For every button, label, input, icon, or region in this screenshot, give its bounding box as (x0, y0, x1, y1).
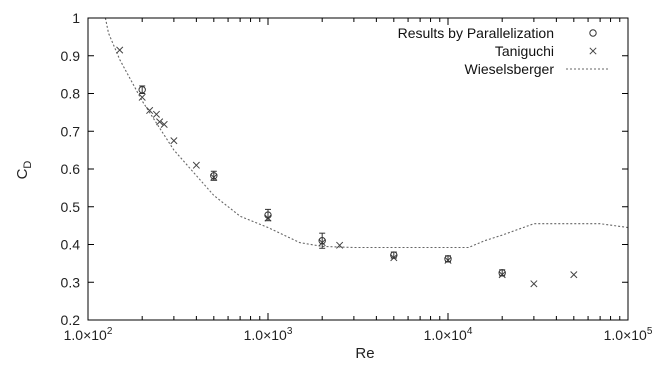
series-taniguchi-point (570, 271, 578, 279)
x-tick-mantissa: 1.0×10 (64, 327, 107, 343)
y-axis-title-main: C (14, 168, 31, 179)
series-parallelization-point (444, 255, 452, 263)
x-tick-mantissa: 1.0×10 (604, 327, 647, 343)
y-axis-title: CD (14, 161, 34, 180)
series-taniguchi-point (160, 120, 168, 129)
series-taniguchi-point (152, 110, 160, 118)
x-tick-exponent: 3 (287, 326, 293, 337)
series-taniguchi-point (192, 161, 200, 169)
plot-marks (104, 18, 628, 288)
legend-sample-taniguchi (589, 47, 597, 55)
x-tick-mantissa: 1.0×10 (244, 327, 287, 343)
legend-label-parallelization: Results by Parallelization (398, 25, 554, 41)
legend-label-taniguchi: Taniguchi (495, 43, 554, 59)
series-taniguchi-point (116, 46, 124, 54)
y-tick-label: 0.2 (61, 312, 81, 328)
y-tick-label: 0.4 (61, 237, 81, 253)
y-axis-title-sub: D (22, 161, 34, 169)
legend: Results by Parallelization Taniguchi Wie… (398, 25, 610, 77)
x-axis-title: Re (355, 345, 374, 362)
x-tick-exponent: 4 (467, 326, 473, 337)
series-taniguchi-point (138, 93, 146, 101)
tick-labels: 0.20.30.40.50.60.70.80.911.0×102 1.0×103 1… (61, 10, 653, 343)
series-parallelization-point (210, 172, 218, 180)
series-taniguchi-point (170, 137, 178, 145)
series-parallelization-point (390, 251, 398, 259)
x-tick-exponent: 2 (107, 326, 113, 337)
legend-sample-parallelization (589, 29, 597, 37)
series-wieselsberger-line (104, 18, 628, 249)
y-tick-label: 0.6 (61, 161, 81, 177)
x-tick-mantissa: 1.0×10 (424, 327, 467, 343)
x-tick-label: 1.0×102 (64, 326, 113, 343)
series-taniguchi-point (530, 280, 538, 288)
y-tick-label: 1 (72, 10, 80, 26)
axis-ticks (87, 17, 629, 321)
x-tick-label: 1.0×103 (244, 326, 293, 343)
y-tick-label: 0.8 (61, 86, 81, 102)
y-tick-label: 0.7 (61, 123, 81, 139)
series-parallelization-point (498, 269, 506, 277)
series-taniguchi-point (146, 106, 154, 115)
x-tick-label: 1.0×105 (604, 326, 653, 343)
y-tick-label: 0.3 (61, 274, 81, 290)
series-parallelization-point (318, 237, 326, 245)
y-tick-label: 0.5 (61, 199, 81, 215)
series-parallelization-point (264, 211, 272, 219)
series-taniguchi-point (156, 118, 164, 126)
series-parallelization-point (138, 86, 146, 94)
y-tick-label: 0.9 (61, 48, 81, 64)
legend-label-wieselsberger: Wieselsberger (465, 61, 555, 77)
x-tick-label: 1.0×104 (424, 326, 473, 343)
x-tick-exponent: 5 (647, 326, 653, 337)
series-taniguchi-point (336, 241, 344, 249)
